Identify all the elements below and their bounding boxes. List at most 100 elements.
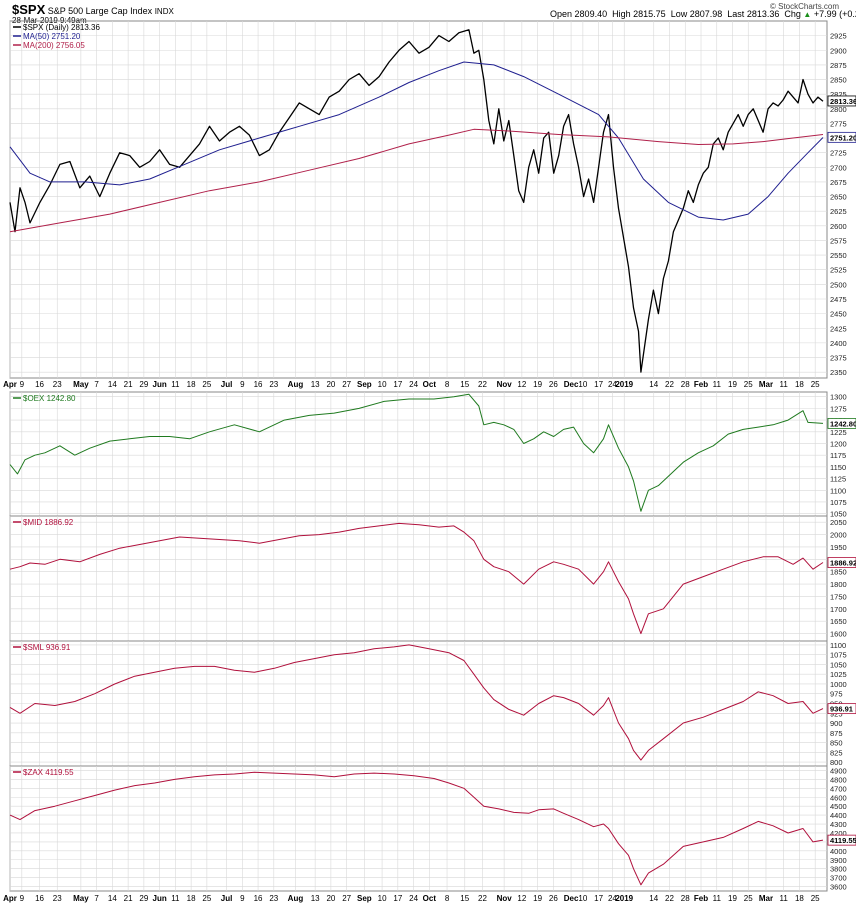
- x-tick-label: 23: [53, 894, 62, 903]
- x-tick-label: 16: [35, 380, 44, 389]
- x-tick-label: 16: [254, 894, 263, 903]
- quote-summary: Open 2809.40 High 2815.75 Low 2807.98 La…: [550, 9, 856, 19]
- x-tick-label: Feb: [694, 894, 708, 903]
- x-tick-label: 19: [728, 380, 737, 389]
- last-value-label: 2813.36: [830, 97, 856, 106]
- y-tick-label: 1275: [830, 404, 847, 413]
- chg-value: +7.99 (+0.28%): [813, 9, 856, 19]
- x-tick-label: Mar: [759, 380, 773, 389]
- series-line-spx: [9, 29, 824, 373]
- x-tick-label: Nov: [497, 894, 513, 903]
- legend-entry: $OEX 1242.80: [23, 394, 76, 403]
- x-tick-label: 18: [795, 380, 804, 389]
- x-tick-label: 15: [460, 894, 469, 903]
- x-tick-label: 26: [549, 380, 558, 389]
- y-tick-label: 1000: [830, 680, 847, 689]
- last-value-tag: [827, 131, 856, 143]
- x-tick-label: 9: [240, 894, 245, 903]
- y-tick-label: 2875: [830, 61, 847, 70]
- legend-entry: $SPX (Daily) 2813.36: [23, 23, 100, 32]
- y-tick-label: 1750: [830, 592, 847, 601]
- series-line-ma200: [9, 128, 824, 233]
- x-tick-label: 14: [108, 380, 117, 389]
- credit-label: © StockCharts.com: [770, 2, 840, 11]
- y-tick-label: 3700: [830, 874, 847, 883]
- x-tick-label: Apr: [3, 380, 17, 389]
- last-value-tag: [827, 834, 856, 846]
- y-tick-label: 1100: [830, 641, 846, 650]
- y-tick-label: 1850: [830, 568, 847, 577]
- y-tick-label: 2425: [830, 324, 847, 333]
- x-tick-label: 25: [811, 380, 820, 389]
- y-tick-label: 1100: [830, 486, 846, 495]
- x-tick-label: 7: [94, 894, 99, 903]
- x-tick-label: Oct: [423, 894, 437, 903]
- x-tick-label: 25: [811, 894, 820, 903]
- y-tick-label: 900: [830, 719, 843, 728]
- x-tick-label: 22: [478, 380, 487, 389]
- y-tick-label: 2600: [830, 222, 847, 231]
- x-tick-label: 25: [744, 380, 753, 389]
- low-value: 2807.98: [689, 9, 723, 19]
- x-tick-label: 16: [35, 894, 44, 903]
- y-tick-label: 1125: [830, 475, 846, 484]
- last-value-tag: [827, 95, 856, 107]
- x-tick-label: 24: [608, 894, 617, 903]
- y-tick-label: 4500: [830, 802, 847, 811]
- x-tick-label: 9: [240, 380, 245, 389]
- x-tick-label: Aug: [288, 380, 304, 389]
- x-tick-label: 11: [780, 380, 789, 389]
- y-tick-label: 1075: [830, 651, 847, 660]
- y-tick-label: 1600: [830, 630, 847, 639]
- x-tick-label: Oct: [423, 380, 437, 389]
- y-tick-label: 4800: [830, 775, 847, 784]
- x-tick-label: 10: [578, 894, 587, 903]
- x-tick-label: 21: [124, 380, 133, 389]
- legend-entry: MA(200) 2756.05: [23, 41, 85, 50]
- x-tick-label: 25: [202, 894, 211, 903]
- y-tick-label: 4900: [830, 766, 847, 775]
- y-tick-label: 2725: [830, 149, 847, 158]
- x-tick-label: May: [73, 380, 89, 389]
- y-tick-label: 2900: [830, 46, 847, 55]
- y-tick-label: 2550: [830, 251, 847, 260]
- x-tick-label: 14: [649, 894, 658, 903]
- x-tick-label: 20: [326, 894, 335, 903]
- y-tick-label: 4200: [830, 829, 847, 838]
- last-value: 2813.36: [746, 9, 780, 19]
- y-tick-label: 1700: [830, 605, 847, 614]
- x-tick-label: 18: [187, 894, 196, 903]
- x-tick-label: Jun: [153, 894, 167, 903]
- y-tick-label: 2350: [830, 368, 847, 377]
- series-line-oex: [9, 393, 824, 512]
- y-tick-label: 3900: [830, 856, 847, 865]
- x-tick-label: 12: [517, 380, 526, 389]
- x-tick-label: Sep: [357, 380, 372, 389]
- x-tick-label: Aug: [288, 894, 304, 903]
- x-tick-label: 10: [378, 380, 387, 389]
- x-tick-label: Feb: [694, 380, 708, 389]
- x-tick-label: 19: [533, 380, 542, 389]
- y-tick-label: 2000: [830, 531, 847, 540]
- last-value-tag: [827, 557, 856, 568]
- panel-frame: [9, 765, 828, 892]
- y-tick-label: 2375: [830, 354, 847, 363]
- legend-entry: $ZAX 4119.55: [23, 768, 74, 777]
- x-tick-label: 7: [94, 380, 99, 389]
- y-tick-label: 4000: [830, 847, 847, 856]
- series-line-mid: [9, 522, 824, 635]
- y-tick-label: 2700: [830, 163, 847, 172]
- x-tick-label: 11: [713, 380, 722, 389]
- y-tick-label: 1050: [830, 660, 847, 669]
- x-tick-label: Jul: [221, 894, 233, 903]
- x-tick-label: 17: [393, 380, 402, 389]
- y-tick-label: 825: [830, 748, 843, 757]
- x-tick-label: 23: [269, 894, 278, 903]
- x-tick-label: 20: [326, 380, 335, 389]
- x-tick-label: 2019: [615, 894, 633, 903]
- x-tick-label: 12: [517, 894, 526, 903]
- y-tick-label: 2475: [830, 295, 847, 304]
- x-tick-label: 11: [171, 380, 180, 389]
- x-tick-label: 23: [53, 380, 62, 389]
